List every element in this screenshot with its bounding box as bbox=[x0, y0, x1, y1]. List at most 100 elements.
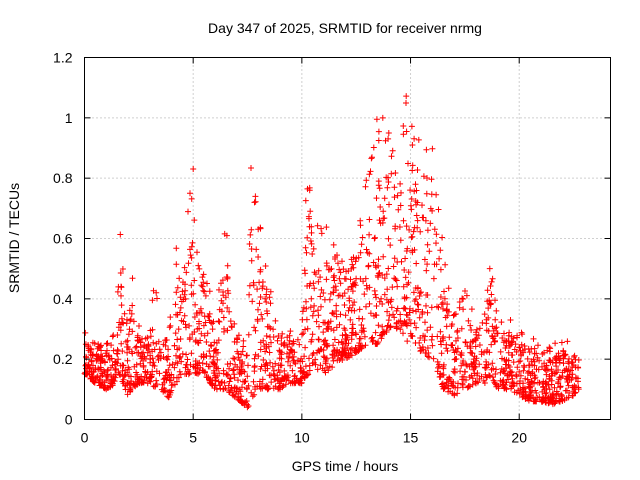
data-point bbox=[539, 381, 546, 387]
data-point bbox=[485, 328, 492, 334]
data-point bbox=[181, 291, 188, 298]
data-point bbox=[363, 303, 369, 310]
data-point bbox=[487, 373, 493, 380]
data-point bbox=[420, 173, 427, 180]
data-point bbox=[119, 373, 126, 380]
data-point bbox=[363, 246, 370, 253]
data-point bbox=[378, 295, 385, 302]
data-point bbox=[153, 340, 160, 347]
data-point bbox=[516, 344, 523, 351]
data-point bbox=[384, 286, 391, 293]
data-point bbox=[356, 306, 363, 313]
data-point bbox=[192, 369, 199, 376]
data-point bbox=[194, 249, 200, 256]
data-point bbox=[306, 355, 312, 362]
data-point bbox=[314, 366, 321, 373]
data-point bbox=[320, 347, 327, 354]
data-point bbox=[190, 166, 197, 172]
data-point bbox=[211, 339, 218, 346]
data-point bbox=[351, 299, 358, 306]
data-point bbox=[453, 337, 459, 344]
data-point bbox=[342, 340, 349, 347]
data-point bbox=[113, 365, 119, 372]
data-point bbox=[373, 116, 380, 123]
data-point bbox=[103, 340, 110, 347]
data-point bbox=[545, 400, 552, 407]
data-point bbox=[182, 364, 189, 371]
data-point bbox=[119, 266, 126, 272]
data-point bbox=[180, 296, 187, 303]
data-point bbox=[472, 363, 479, 370]
data-point bbox=[379, 114, 386, 121]
data-point bbox=[183, 324, 189, 331]
data-point bbox=[510, 359, 517, 366]
data-point bbox=[245, 362, 251, 369]
data-point bbox=[162, 387, 168, 394]
data-point bbox=[407, 187, 414, 194]
data-point bbox=[446, 334, 453, 341]
data-point bbox=[561, 396, 568, 403]
data-point bbox=[333, 324, 340, 331]
data-point bbox=[176, 355, 183, 362]
data-point bbox=[263, 308, 270, 314]
data-point bbox=[459, 381, 466, 388]
data-point bbox=[367, 168, 374, 175]
data-point bbox=[306, 367, 313, 374]
data-point bbox=[255, 306, 261, 313]
data-point bbox=[219, 277, 226, 284]
data-point bbox=[492, 380, 498, 387]
data-point bbox=[473, 357, 479, 364]
data-point bbox=[467, 322, 474, 329]
data-point bbox=[363, 177, 370, 184]
data-point bbox=[410, 228, 417, 235]
data-point bbox=[411, 135, 418, 142]
data-point bbox=[138, 373, 145, 380]
data-point bbox=[406, 226, 413, 233]
data-point bbox=[251, 324, 258, 331]
data-point bbox=[150, 359, 157, 366]
data-point bbox=[196, 359, 203, 366]
data-point bbox=[366, 284, 373, 291]
data-point bbox=[128, 310, 135, 317]
data-point bbox=[192, 364, 199, 371]
data-point bbox=[252, 198, 259, 205]
data-point bbox=[405, 160, 411, 167]
data-point bbox=[183, 361, 190, 368]
data-point bbox=[117, 270, 124, 276]
data-point bbox=[196, 318, 202, 325]
data-point bbox=[409, 233, 416, 240]
data-point bbox=[327, 290, 334, 297]
data-point bbox=[330, 327, 337, 334]
data-point bbox=[314, 222, 321, 229]
data-point bbox=[211, 348, 218, 354]
y-tick-label: 1 bbox=[65, 110, 73, 126]
data-point bbox=[145, 341, 152, 348]
data-point bbox=[221, 230, 228, 237]
data-point bbox=[379, 323, 386, 330]
data-point bbox=[454, 329, 461, 335]
data-point bbox=[314, 349, 320, 356]
data-point bbox=[153, 377, 160, 384]
data-point bbox=[403, 294, 410, 301]
data-point bbox=[204, 280, 210, 287]
data-point bbox=[205, 374, 212, 381]
data-point bbox=[546, 375, 553, 382]
data-point bbox=[194, 326, 201, 332]
data-point bbox=[529, 387, 535, 394]
data-point bbox=[439, 372, 446, 379]
data-point bbox=[281, 342, 288, 349]
data-point bbox=[555, 390, 562, 397]
data-point bbox=[188, 195, 195, 202]
data-point bbox=[134, 349, 140, 356]
data-point bbox=[403, 100, 409, 106]
data-point bbox=[213, 340, 220, 346]
data-point bbox=[438, 341, 445, 348]
data-point bbox=[140, 364, 147, 370]
data-point bbox=[296, 341, 303, 348]
data-point bbox=[214, 349, 221, 356]
data-point bbox=[505, 376, 512, 383]
data-point bbox=[334, 357, 341, 364]
data-point bbox=[117, 231, 124, 238]
data-point bbox=[404, 338, 411, 345]
